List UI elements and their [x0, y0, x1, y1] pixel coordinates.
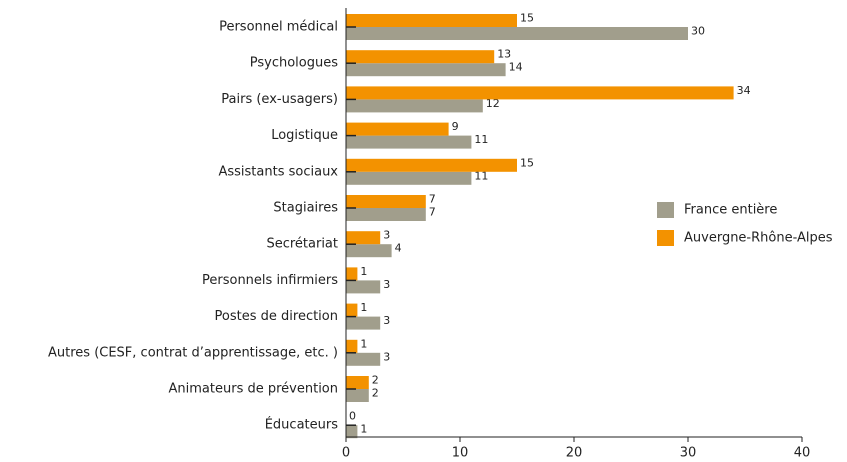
bar — [346, 99, 483, 113]
value-label: 13 — [497, 48, 511, 61]
category-label: Logistique — [271, 128, 338, 143]
value-label: 1 — [360, 423, 367, 436]
legend-label: France entière — [684, 203, 777, 218]
value-label: 15 — [520, 12, 534, 25]
value-label: 9 — [452, 120, 459, 133]
value-label: 3 — [383, 314, 390, 327]
legend-label: Auvergne-Rhône-Alpes — [684, 231, 833, 246]
bar — [346, 376, 369, 389]
bar — [346, 171, 472, 185]
value-label: 3 — [383, 278, 390, 291]
category-label: Animateurs de prévention — [169, 382, 338, 397]
category-label: Autres (CESF, contrat d’apprentissage, e… — [48, 345, 338, 360]
value-label: 1 — [360, 265, 367, 278]
value-label: 34 — [737, 84, 751, 97]
x-tick-label: 20 — [566, 446, 583, 461]
value-label: 2 — [372, 387, 379, 400]
bar — [346, 195, 426, 208]
category-label: Assistants sociaux — [218, 164, 338, 179]
value-label: 7 — [429, 206, 436, 219]
bar — [346, 158, 517, 172]
category-label: Personnels infirmiers — [202, 273, 338, 288]
value-label: 0 — [349, 410, 356, 423]
value-label: 30 — [691, 25, 705, 38]
x-tick-label: 40 — [794, 446, 811, 461]
category-label: Secrétariat — [266, 237, 338, 252]
bar — [346, 86, 734, 100]
value-label: 1 — [360, 337, 367, 350]
value-label: 11 — [474, 169, 488, 182]
value-label: 4 — [395, 242, 402, 255]
bar — [346, 425, 358, 439]
bar — [346, 339, 358, 353]
x-tick-label: 0 — [342, 446, 350, 461]
bar — [346, 27, 688, 40]
category-label: Personnel médical — [219, 20, 338, 35]
bar — [346, 208, 426, 221]
legend-swatch — [657, 202, 674, 218]
bar — [346, 135, 472, 149]
category-label: Éducateurs — [265, 417, 338, 433]
value-label: 3 — [383, 229, 390, 242]
category-label: Psychologues — [250, 56, 338, 71]
category-label: Pairs (ex-usagers) — [221, 92, 338, 107]
bar — [346, 316, 381, 330]
bar — [346, 303, 358, 317]
category-label: Postes de direction — [215, 309, 338, 324]
category-label: Stagiaires — [273, 201, 338, 216]
bar — [346, 389, 369, 402]
bar — [346, 352, 381, 366]
legend-swatch — [657, 230, 674, 246]
value-label: 14 — [509, 61, 523, 74]
x-tick-label: 30 — [680, 446, 697, 461]
bar — [346, 280, 381, 294]
x-tick-label: 10 — [452, 446, 469, 461]
bar — [346, 63, 506, 77]
bar — [346, 267, 358, 281]
value-label: 2 — [372, 374, 379, 387]
bar — [346, 244, 392, 258]
value-label: 1 — [360, 301, 367, 314]
value-label: 3 — [383, 350, 390, 363]
value-label: 7 — [429, 193, 436, 206]
value-label: 11 — [474, 133, 488, 146]
bar — [346, 231, 381, 245]
bar — [346, 50, 495, 64]
bar — [346, 14, 517, 27]
bar — [346, 122, 449, 136]
value-label: 15 — [520, 156, 534, 169]
value-label: 12 — [486, 97, 500, 110]
